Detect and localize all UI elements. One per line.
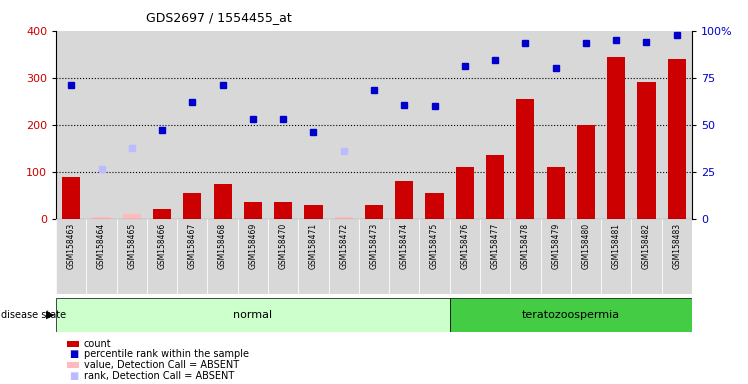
Bar — [274, 202, 292, 219]
Text: GSM158479: GSM158479 — [551, 223, 560, 269]
Text: GSM158481: GSM158481 — [612, 223, 621, 269]
Bar — [486, 156, 504, 219]
Text: GSM158476: GSM158476 — [460, 223, 469, 269]
Bar — [298, 219, 328, 294]
Text: GSM158466: GSM158466 — [158, 223, 167, 269]
Text: rank, Detection Call = ABSENT: rank, Detection Call = ABSENT — [84, 371, 234, 381]
Text: GSM158471: GSM158471 — [309, 223, 318, 269]
Text: GSM158463: GSM158463 — [67, 223, 76, 269]
Bar — [183, 193, 201, 219]
Bar — [662, 219, 692, 294]
Bar — [395, 181, 414, 219]
Text: GSM158465: GSM158465 — [127, 223, 136, 269]
Text: teratozoospermia: teratozoospermia — [522, 310, 620, 320]
Text: GSM158482: GSM158482 — [642, 223, 651, 269]
Text: GSM158472: GSM158472 — [340, 223, 349, 269]
Bar — [153, 209, 171, 219]
Bar — [631, 219, 662, 294]
Bar — [577, 125, 595, 219]
Bar — [244, 202, 262, 219]
Text: count: count — [84, 339, 111, 349]
Bar — [607, 56, 625, 219]
Bar — [668, 59, 686, 219]
Text: ■: ■ — [69, 349, 78, 359]
Text: GSM158468: GSM158468 — [218, 223, 227, 269]
Bar — [56, 219, 86, 294]
Bar — [637, 83, 655, 219]
Bar — [86, 219, 117, 294]
Bar — [426, 193, 444, 219]
Bar — [238, 219, 268, 294]
Bar — [328, 219, 359, 294]
Bar — [213, 184, 232, 219]
Bar — [516, 99, 535, 219]
Text: ▶: ▶ — [46, 310, 55, 320]
Bar — [420, 219, 450, 294]
Bar — [359, 219, 389, 294]
Bar — [389, 219, 420, 294]
Bar — [62, 177, 80, 219]
Text: value, Detection Call = ABSENT: value, Detection Call = ABSENT — [84, 360, 239, 370]
Text: GSM158464: GSM158464 — [97, 223, 106, 269]
Bar — [510, 219, 541, 294]
Bar — [268, 219, 298, 294]
Bar — [177, 219, 207, 294]
Bar — [147, 219, 177, 294]
Bar — [601, 219, 631, 294]
Text: GSM158474: GSM158474 — [399, 223, 408, 269]
Text: GSM158475: GSM158475 — [430, 223, 439, 269]
Bar — [365, 205, 383, 219]
Text: GSM158473: GSM158473 — [370, 223, 378, 269]
Bar — [450, 219, 480, 294]
Text: GDS2697 / 1554455_at: GDS2697 / 1554455_at — [146, 12, 292, 25]
Text: GSM158480: GSM158480 — [581, 223, 590, 269]
Bar — [93, 217, 111, 219]
Bar — [456, 167, 474, 219]
Bar — [571, 219, 601, 294]
Bar — [56, 298, 450, 332]
Text: disease state: disease state — [1, 310, 67, 320]
Bar — [207, 219, 238, 294]
Bar — [304, 205, 322, 219]
Text: GSM158469: GSM158469 — [248, 223, 257, 269]
Text: GSM158470: GSM158470 — [279, 223, 288, 269]
Bar — [117, 219, 147, 294]
Text: GSM158477: GSM158477 — [491, 223, 500, 269]
Text: normal: normal — [233, 310, 272, 320]
Bar — [123, 214, 141, 219]
Text: GSM158467: GSM158467 — [188, 223, 197, 269]
Bar — [450, 298, 692, 332]
Text: GSM158478: GSM158478 — [521, 223, 530, 269]
Text: ■: ■ — [69, 371, 78, 381]
Bar — [334, 217, 353, 219]
Bar — [541, 219, 571, 294]
Bar — [480, 219, 510, 294]
Bar — [547, 167, 565, 219]
Text: percentile rank within the sample: percentile rank within the sample — [84, 349, 249, 359]
Text: GSM158483: GSM158483 — [672, 223, 681, 269]
